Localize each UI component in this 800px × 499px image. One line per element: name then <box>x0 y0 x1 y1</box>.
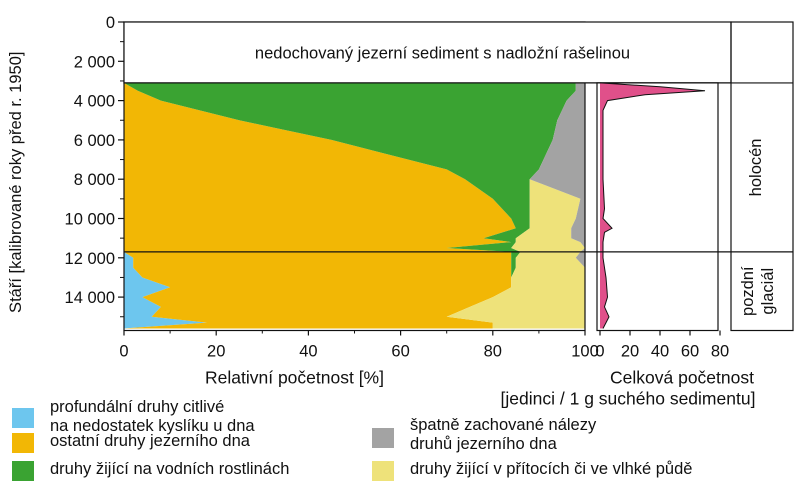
x-axis-label: Relativní početnost [%] <box>205 368 384 388</box>
legend-label-profundal-1: profundální druhy citlivé <box>50 398 225 416</box>
area-plants <box>124 82 576 329</box>
x-tick-label-80: 80 <box>484 343 502 361</box>
legend-label-plants: druhy žijící na vodních rostlinách <box>50 460 290 478</box>
area-bottom <box>124 82 516 329</box>
legend-item-inflow: druhy žijící v přítocích či ve vlhké půd… <box>372 460 692 481</box>
y-tick-label-2: 4 000 <box>74 93 115 111</box>
y-axis-label: Stáří [kalibrované roky před r. 1950] <box>7 52 25 313</box>
unpreserved-sediment-box <box>123 21 732 84</box>
legend-item-poor: špatně zachované nálezy druhů jezerního … <box>372 416 596 454</box>
count-axis-label-2: [jedinci / 1 g suchého sedimentu] <box>501 389 756 409</box>
legend-label-poor-1: špatně zachované nálezy <box>410 416 597 434</box>
legend-label-poor-2: druhů jezerního dna <box>410 435 557 453</box>
legend-swatch-profundal <box>12 408 34 428</box>
y-tick-label-5: 10 000 <box>65 211 115 229</box>
x-tick-label-20: 20 <box>207 343 225 361</box>
legend-label-profundal-2: na nedostatek kyslíku u dna <box>50 417 255 435</box>
legend-swatch-poor <box>372 428 394 448</box>
x-tick-label-100: 100 <box>571 343 599 361</box>
zone-label-late-glacial-1: pozdní <box>739 266 757 316</box>
x-tick-label-40: 40 <box>299 343 317 361</box>
zone-label-late-glacial-2: glaciál <box>759 268 777 315</box>
zone-label-holocene: holocén <box>747 139 765 197</box>
count-x-tick-label-60: 60 <box>681 343 699 361</box>
legend-item-profundal: profundální druhy citlivé na nedostatek … <box>12 398 255 436</box>
annotation-unpreserved-sediment: nedochovaný jezerní sediment s nadložní … <box>255 44 630 62</box>
y-tick-label-4: 8 000 <box>74 171 115 189</box>
y-tick-label-0: 0 <box>106 14 115 32</box>
count-axis-label-1: Celková početnost <box>610 368 754 388</box>
area-profundal <box>124 82 207 329</box>
total-abundance-line <box>599 82 706 329</box>
y-tick-label-3: 6 000 <box>74 132 115 150</box>
legend-item-plants: druhy žijící na vodních rostlinách <box>12 460 289 481</box>
count-x-tick-label-0: 0 <box>595 343 604 361</box>
count-panel-frame <box>596 82 719 332</box>
y-tick-label-1: 2 000 <box>74 53 115 71</box>
zone-panel-frame <box>730 21 794 332</box>
legend-label-inflow: druhy žijící v přítocích či ve vlhké půd… <box>410 460 693 478</box>
x-tick-label-60: 60 <box>391 343 409 361</box>
legend-swatch-inflow <box>372 461 394 481</box>
x-tick-label-0: 0 <box>119 343 128 361</box>
y-tick-label-7: 14 000 <box>65 289 115 307</box>
count-x-tick-label-40: 40 <box>651 343 669 361</box>
count-x-tick-label-20: 20 <box>621 343 639 361</box>
y-tick-label-6: 12 000 <box>65 250 115 268</box>
area-inflow <box>446 82 585 329</box>
legend-swatch-plants <box>12 461 34 481</box>
legend-swatch-bottom <box>12 433 34 453</box>
area-poor <box>529 82 585 329</box>
legend-item-bottom: ostatní druhy jezerního dna <box>12 432 250 453</box>
legend-label-bottom: ostatní druhy jezerního dna <box>50 432 250 450</box>
count-x-tick-label-80: 80 <box>711 343 729 361</box>
